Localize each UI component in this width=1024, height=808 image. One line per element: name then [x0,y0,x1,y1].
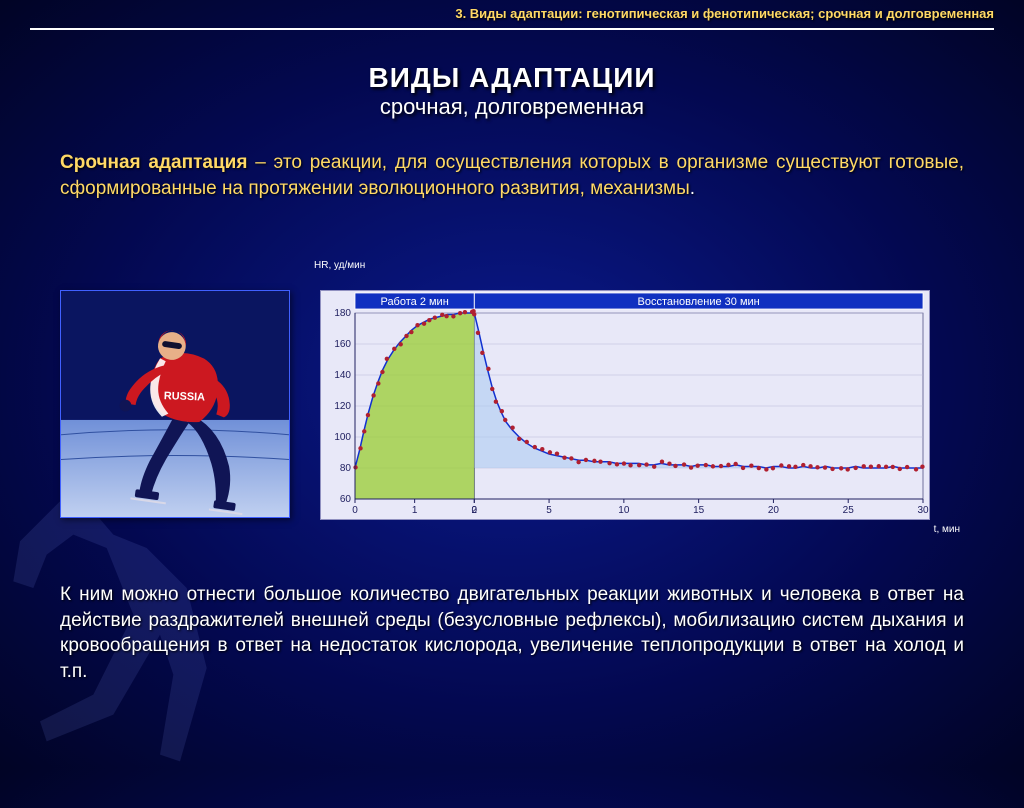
svg-text:60: 60 [340,494,352,505]
svg-text:180: 180 [334,308,351,319]
chart-x-axis-label: t, мин [320,524,960,535]
svg-text:Восстановление 30 мин: Восстановление 30 мин [637,296,759,308]
svg-text:120: 120 [334,401,351,412]
chart-y-axis-label: HR, уд/мин [314,260,365,271]
title-block: ВИДЫ АДАПТАЦИИ срочная, долговременная [0,62,1024,120]
svg-text:20: 20 [768,505,780,516]
title-sub: срочная, долговременная [0,94,1024,120]
slide-header: 3. Виды адаптации: генотипическая и фено… [0,6,1024,21]
hr-chart-container: HR, уд/мин Работа 2 минВосстановление 30… [320,290,964,535]
svg-text:100: 100 [334,432,351,443]
definition-paragraph: Срочная адаптация – это реакции, для осу… [60,150,964,201]
definition-term: Срочная адаптация [60,152,247,173]
header-underline [30,28,994,30]
svg-text:25: 25 [843,505,855,516]
svg-text:30: 30 [917,505,929,516]
svg-text:0: 0 [471,505,477,516]
svg-text:1: 1 [412,505,418,516]
svg-text:160: 160 [334,339,351,350]
svg-text:0: 0 [352,505,358,516]
svg-text:5: 5 [546,505,552,516]
svg-text:15: 15 [693,505,705,516]
hr-chart: Работа 2 минВосстановление 30 мин6080100… [320,290,930,520]
content-row: RUSSIA HR, уд/мин Работа 2 минВосстановл… [60,290,964,535]
svg-text:140: 140 [334,370,351,381]
skater-image: RUSSIA [60,290,290,518]
svg-text:Работа 2 мин: Работа 2 мин [380,296,448,308]
svg-text:RUSSIA: RUSSIA [164,390,206,403]
definition-tail: . [690,178,695,199]
svg-text:10: 10 [618,505,630,516]
title-main: ВИДЫ АДАПТАЦИИ [0,62,1024,94]
bottom-paragraph: К ним можно отнести большое количество д… [60,582,964,685]
svg-text:80: 80 [340,463,352,474]
